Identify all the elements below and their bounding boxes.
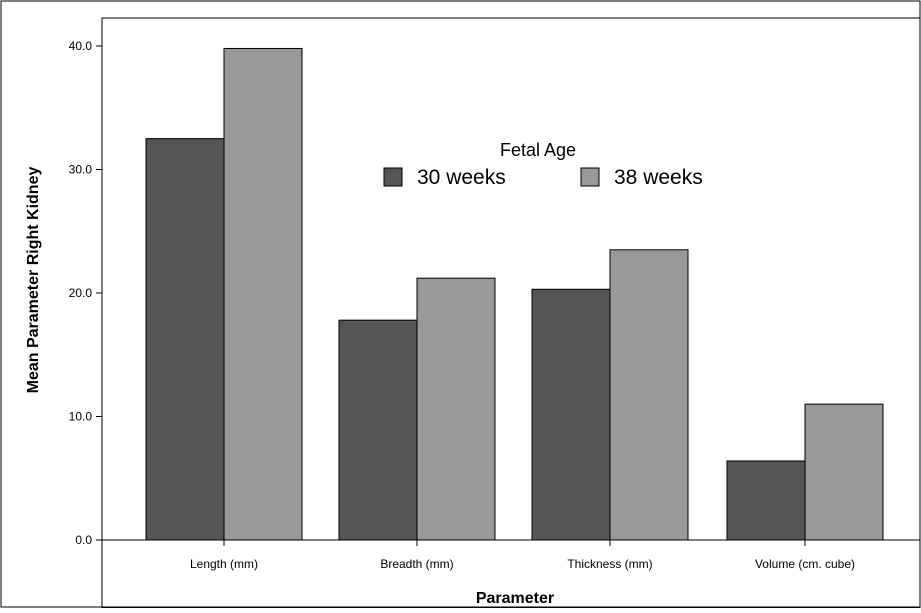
legend-title: Fetal Age [500, 140, 576, 160]
legend-label-38-weeks: 38 weeks [614, 166, 703, 189]
legend-swatch-30-weeks [383, 167, 403, 187]
x-axis: Length (mm) Breadth (mm) Thickness (mm) Vol… [190, 540, 855, 571]
x-tick-label-0: Length (mm) [190, 557, 258, 571]
bar-30-weeks-1 [338, 319, 418, 541]
y-tick-label-1: 10.0 [69, 410, 93, 424]
bar-30-weeks-2 [531, 288, 611, 541]
x-tick-label-1: Breadth (mm) [380, 557, 453, 571]
y-tick-label-3: 30.0 [69, 163, 93, 177]
bar-30-weeks-3 [726, 460, 806, 541]
y-tick-label-2: 20.0 [69, 286, 93, 300]
bars-group [102, 47, 920, 541]
legend-label-30-weeks: 30 weeks [417, 166, 506, 189]
x-axis-title: Parameter [476, 590, 554, 607]
y-axis-title: Mean Parameter Right Kidney [25, 167, 42, 394]
bar-38-weeks-0 [223, 47, 303, 541]
bar-38-weeks-2 [609, 249, 689, 541]
bar-30-weeks-0 [145, 138, 225, 541]
bar-38-weeks-3 [804, 403, 884, 541]
bar-38-weeks-1 [416, 277, 496, 541]
legend-swatch-38-weeks [580, 167, 600, 187]
y-axis: 0.0 10.0 20.0 30.0 40.0 [69, 39, 102, 547]
x-tick-label-3: Volume (cm. cube) [755, 557, 855, 571]
y-tick-label-4: 40.0 [69, 39, 93, 53]
y-tick-label-0: 0.0 [75, 533, 92, 547]
legend: Fetal Age 30 weeks 38 weeks [383, 140, 703, 189]
x-tick-label-2: Thickness (mm) [567, 557, 652, 571]
